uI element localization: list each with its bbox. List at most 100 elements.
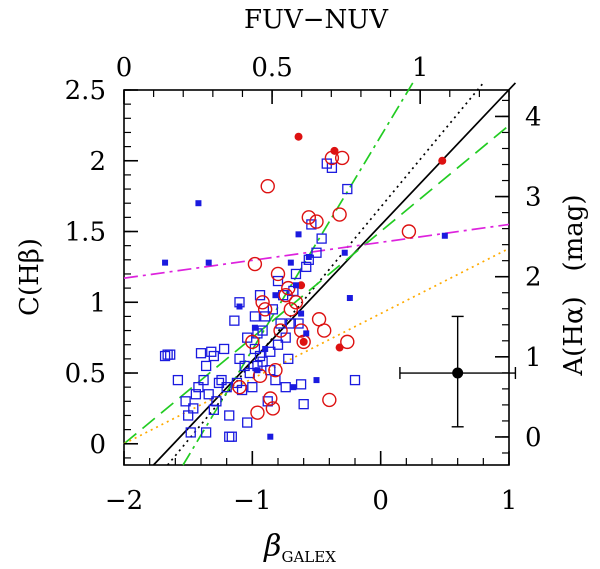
right-tick-label: 1 — [525, 343, 542, 373]
bottom-axis-title: βGALEX — [263, 529, 336, 566]
left-tick-label: 0 — [89, 430, 106, 460]
open-square-point — [195, 348, 207, 359]
left-tick-label: 1 — [89, 288, 106, 318]
filled-circle-point — [297, 281, 306, 290]
bottom-tick-label: 0 — [372, 486, 389, 516]
open-square-point — [249, 311, 261, 322]
line-green-long-dashed — [123, 124, 510, 445]
open-square-point — [298, 399, 309, 410]
open-square-point — [257, 356, 268, 367]
filled-square-point — [290, 384, 297, 391]
line-magenta-dash-dot — [123, 223, 510, 280]
open-square-point — [200, 427, 212, 438]
filled-square-point — [267, 433, 274, 440]
open-square-point — [211, 396, 222, 407]
open-square-point — [283, 353, 294, 365]
open-square-point — [254, 290, 266, 301]
filled-square-point — [303, 330, 310, 337]
open-circle-point — [334, 150, 350, 166]
axis-ticks: −2 −1 0 1 0 0.5 1 0 0.5 1 1.5 2 2.5 0 1 2 3 4 — [65, 53, 542, 516]
filled-circle-point — [330, 146, 339, 155]
open-circle-point — [255, 295, 270, 310]
open-circle-point — [273, 323, 288, 338]
open-square-point — [267, 304, 279, 315]
bottom-tick-label: −1 — [233, 486, 271, 516]
filled-square-point — [292, 282, 299, 289]
filled-circle-point — [299, 337, 308, 346]
filled-square-point — [298, 310, 305, 317]
open-circle-point — [332, 207, 347, 222]
open-square-point — [183, 410, 194, 421]
open-square-point — [180, 396, 191, 407]
fit-lines — [123, 82, 517, 466]
open-square-point — [218, 343, 230, 355]
filled-square-point — [346, 295, 353, 302]
open-square-point — [301, 261, 312, 273]
open-square-point — [242, 417, 253, 428]
filled-square-point — [441, 232, 448, 239]
top-tick-label: 1 — [412, 53, 429, 83]
open-circle-point — [270, 266, 286, 282]
open-square-point — [224, 410, 235, 421]
left-tick-label: 2.5 — [65, 76, 106, 106]
open-square-point — [290, 268, 302, 280]
open-square-point — [198, 374, 209, 386]
filled-square-point — [195, 200, 202, 207]
data-points — [159, 132, 517, 442]
right-tick-label: 0 — [525, 423, 542, 453]
top-tick-label: 0.5 — [251, 53, 292, 83]
open-square-point — [236, 384, 248, 396]
open-circle-point — [263, 391, 278, 406]
bottom-axis-title-subscript: GALEX — [281, 548, 336, 566]
open-square-point — [221, 382, 232, 393]
open-square-point — [224, 431, 235, 442]
open-circle-point — [340, 334, 355, 350]
open-square-point — [342, 183, 353, 195]
open-circle-point — [257, 302, 273, 317]
open-circle-point — [268, 362, 283, 378]
open-circle-point — [317, 323, 332, 338]
open-square-point — [293, 318, 304, 329]
open-square-point — [229, 315, 240, 326]
open-square-point — [285, 318, 296, 329]
open-circle-point — [245, 334, 260, 350]
open-circle-point — [401, 224, 417, 239]
open-circle-point — [247, 256, 263, 272]
filled-square-point — [287, 259, 294, 266]
filled-square-point — [272, 292, 279, 299]
open-circle-point — [232, 379, 247, 395]
right-tick-label: 2 — [525, 263, 542, 293]
open-square-point — [226, 431, 237, 442]
open-square-point — [275, 318, 286, 329]
right-tick-label: 4 — [525, 102, 542, 132]
open-square-point — [306, 219, 317, 230]
open-square-point — [272, 339, 284, 350]
left-axis-title: C(Hβ) — [15, 238, 45, 316]
open-square-point — [272, 275, 284, 287]
bottom-axis-title-main: β — [263, 529, 281, 564]
open-square-point — [326, 162, 338, 173]
open-circle-point — [322, 392, 337, 408]
open-circle-point — [283, 302, 299, 317]
open-circle-point — [288, 295, 304, 310]
filled-square-point — [254, 367, 261, 374]
open-circle-point — [301, 210, 316, 225]
open-square-point — [165, 349, 176, 360]
filled-square-point — [341, 249, 348, 256]
filled-square-point — [162, 259, 169, 266]
open-circle-point — [250, 405, 265, 420]
open-square-point — [203, 389, 214, 400]
open-square-point — [270, 374, 281, 386]
open-square-point — [172, 374, 184, 386]
open-square-point — [311, 247, 322, 258]
filled-square-point — [251, 324, 258, 331]
open-square-point — [254, 350, 266, 362]
filled-circle-point — [335, 343, 344, 352]
filled-square-point — [295, 231, 302, 238]
left-tick-label: 1.5 — [65, 218, 106, 248]
left-tick-label: 2 — [89, 147, 106, 177]
top-tick-label: 0 — [116, 53, 133, 83]
right-axis-title: A(Hα) (mag) — [559, 194, 589, 376]
top-axis-title: FUV−NUV — [244, 5, 389, 35]
